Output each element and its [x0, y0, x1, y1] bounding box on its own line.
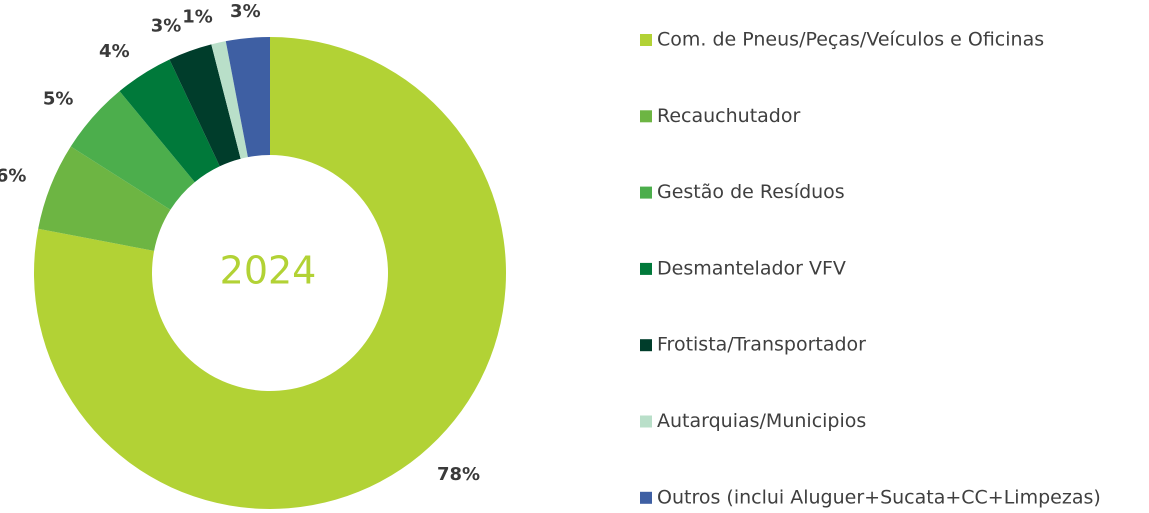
donut-segment: [33, 37, 507, 510]
donut-segment: [169, 44, 241, 167]
data-label: 6%: [0, 166, 26, 187]
data-label: 3%: [151, 15, 182, 36]
legend-label: Gestão de Resíduos: [657, 181, 845, 203]
legend-label: Autarquias/Municipios: [657, 410, 866, 432]
donut-segment: [211, 41, 248, 159]
data-label: 1%: [182, 6, 213, 27]
data-label: 3%: [230, 1, 261, 22]
donut-segment: [70, 91, 195, 210]
donut-segment: [225, 37, 270, 158]
legend-label: Outros (inclui Aluguer+Sucata+CC+Limpeza…: [657, 486, 1101, 508]
legend-swatch: [640, 34, 652, 46]
center-label: 2024: [220, 249, 317, 293]
donut-segment: [38, 146, 171, 251]
legend-swatch: [640, 339, 652, 352]
legend-swatch: [640, 415, 652, 428]
data-label: 78%: [437, 464, 480, 485]
legend-label: Frotista/Transportador: [657, 334, 866, 356]
data-label: 5%: [43, 89, 74, 110]
legend-label: Recauchutador: [657, 105, 800, 127]
data-label: 4%: [99, 41, 130, 62]
legend-swatch: [640, 110, 652, 123]
legend-swatch: [640, 491, 652, 504]
donut-segment: [119, 59, 220, 183]
legend-swatch: [640, 186, 652, 199]
legend-label: Desmantelador VFV: [657, 257, 846, 279]
legend-swatch: [640, 262, 652, 275]
legend-label: Com. de Pneus/Peças/Veículos e Oficinas: [657, 29, 1044, 51]
